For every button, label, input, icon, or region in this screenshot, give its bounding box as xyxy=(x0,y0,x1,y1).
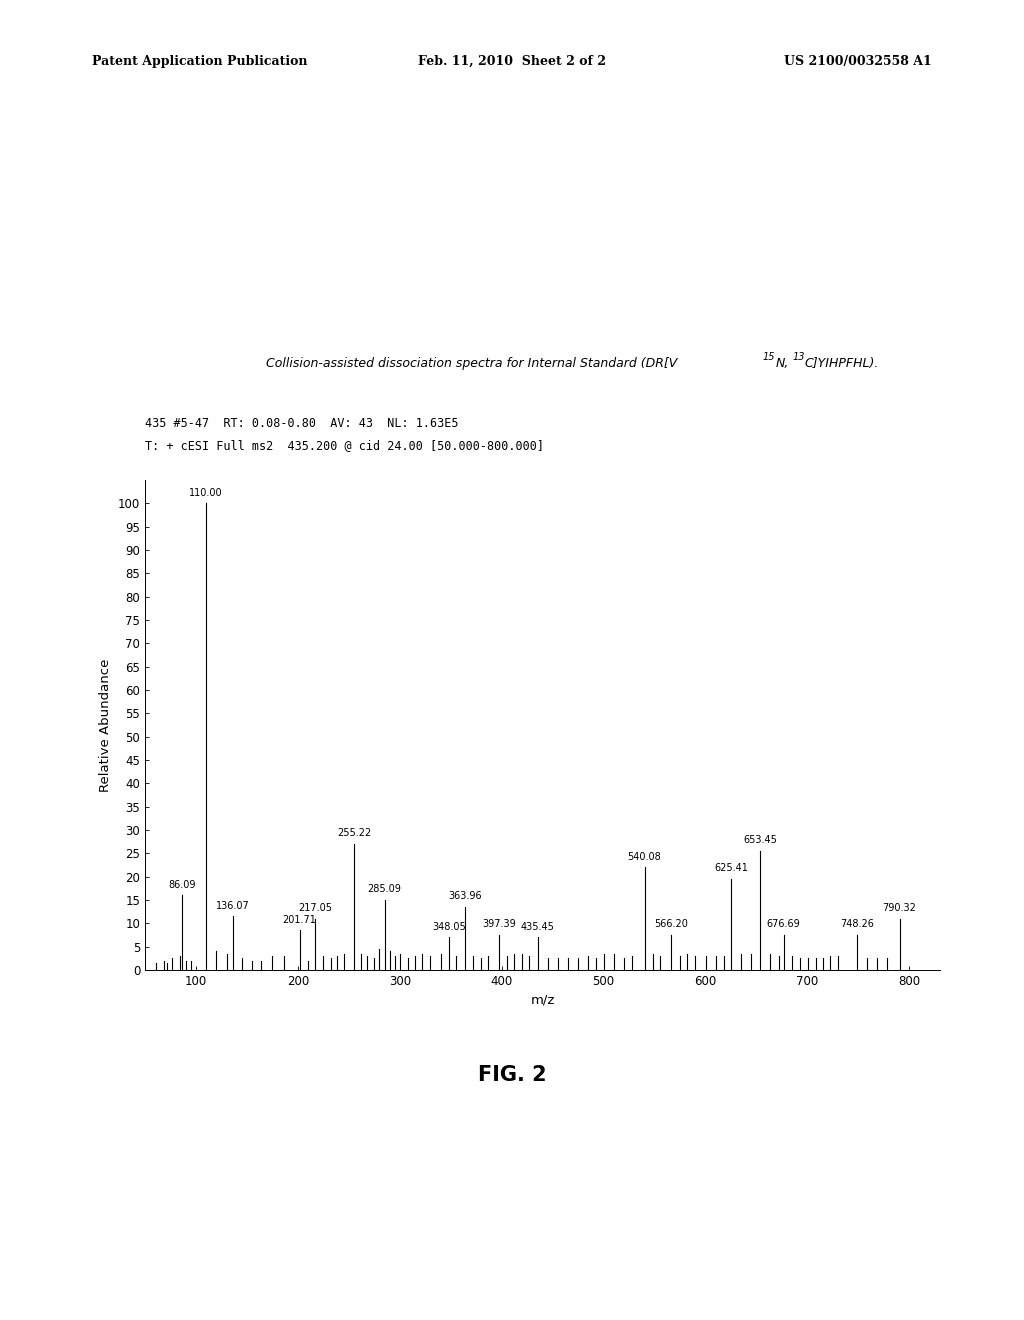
X-axis label: m/z: m/z xyxy=(530,994,555,1006)
Text: 13: 13 xyxy=(793,352,805,362)
Text: 255.22: 255.22 xyxy=(337,829,372,838)
Text: 201.71: 201.71 xyxy=(283,915,316,925)
Text: 676.69: 676.69 xyxy=(767,920,801,929)
Text: 625.41: 625.41 xyxy=(715,863,749,874)
Text: 363.96: 363.96 xyxy=(449,891,482,902)
Text: 110.00: 110.00 xyxy=(189,487,223,498)
Text: 217.05: 217.05 xyxy=(298,903,332,913)
Text: Collision-assisted dissociation spectra for Internal Standard (DR[V: Collision-assisted dissociation spectra … xyxy=(266,356,678,370)
Text: US 2100/0032558 A1: US 2100/0032558 A1 xyxy=(784,55,932,69)
Text: 790.32: 790.32 xyxy=(883,903,916,913)
Text: N,: N, xyxy=(775,356,788,370)
Text: 348.05: 348.05 xyxy=(432,921,466,932)
Text: 566.20: 566.20 xyxy=(654,920,688,929)
Y-axis label: Relative Abundance: Relative Abundance xyxy=(99,659,113,792)
Text: 136.07: 136.07 xyxy=(216,900,250,911)
Text: 397.39: 397.39 xyxy=(482,920,516,929)
Text: T: + cESI Full ms2  435.200 @ cid 24.00 [50.000-800.000]: T: + cESI Full ms2 435.200 @ cid 24.00 [… xyxy=(145,440,545,451)
Text: 435.45: 435.45 xyxy=(521,921,555,932)
Text: FIG. 2: FIG. 2 xyxy=(477,1065,547,1085)
Text: 15: 15 xyxy=(763,352,775,362)
Text: 285.09: 285.09 xyxy=(368,884,401,895)
Text: Patent Application Publication: Patent Application Publication xyxy=(92,55,307,69)
Text: 540.08: 540.08 xyxy=(628,851,662,862)
Text: Feb. 11, 2010  Sheet 2 of 2: Feb. 11, 2010 Sheet 2 of 2 xyxy=(418,55,606,69)
Text: C]YIHPFHL).: C]YIHPFHL). xyxy=(805,356,880,370)
Text: 653.45: 653.45 xyxy=(743,836,777,845)
Text: 86.09: 86.09 xyxy=(168,879,196,890)
Text: 748.26: 748.26 xyxy=(840,920,873,929)
Text: 435 #5-47  RT: 0.08-0.80  AV: 43  NL: 1.63E5: 435 #5-47 RT: 0.08-0.80 AV: 43 NL: 1.63E… xyxy=(145,417,459,430)
